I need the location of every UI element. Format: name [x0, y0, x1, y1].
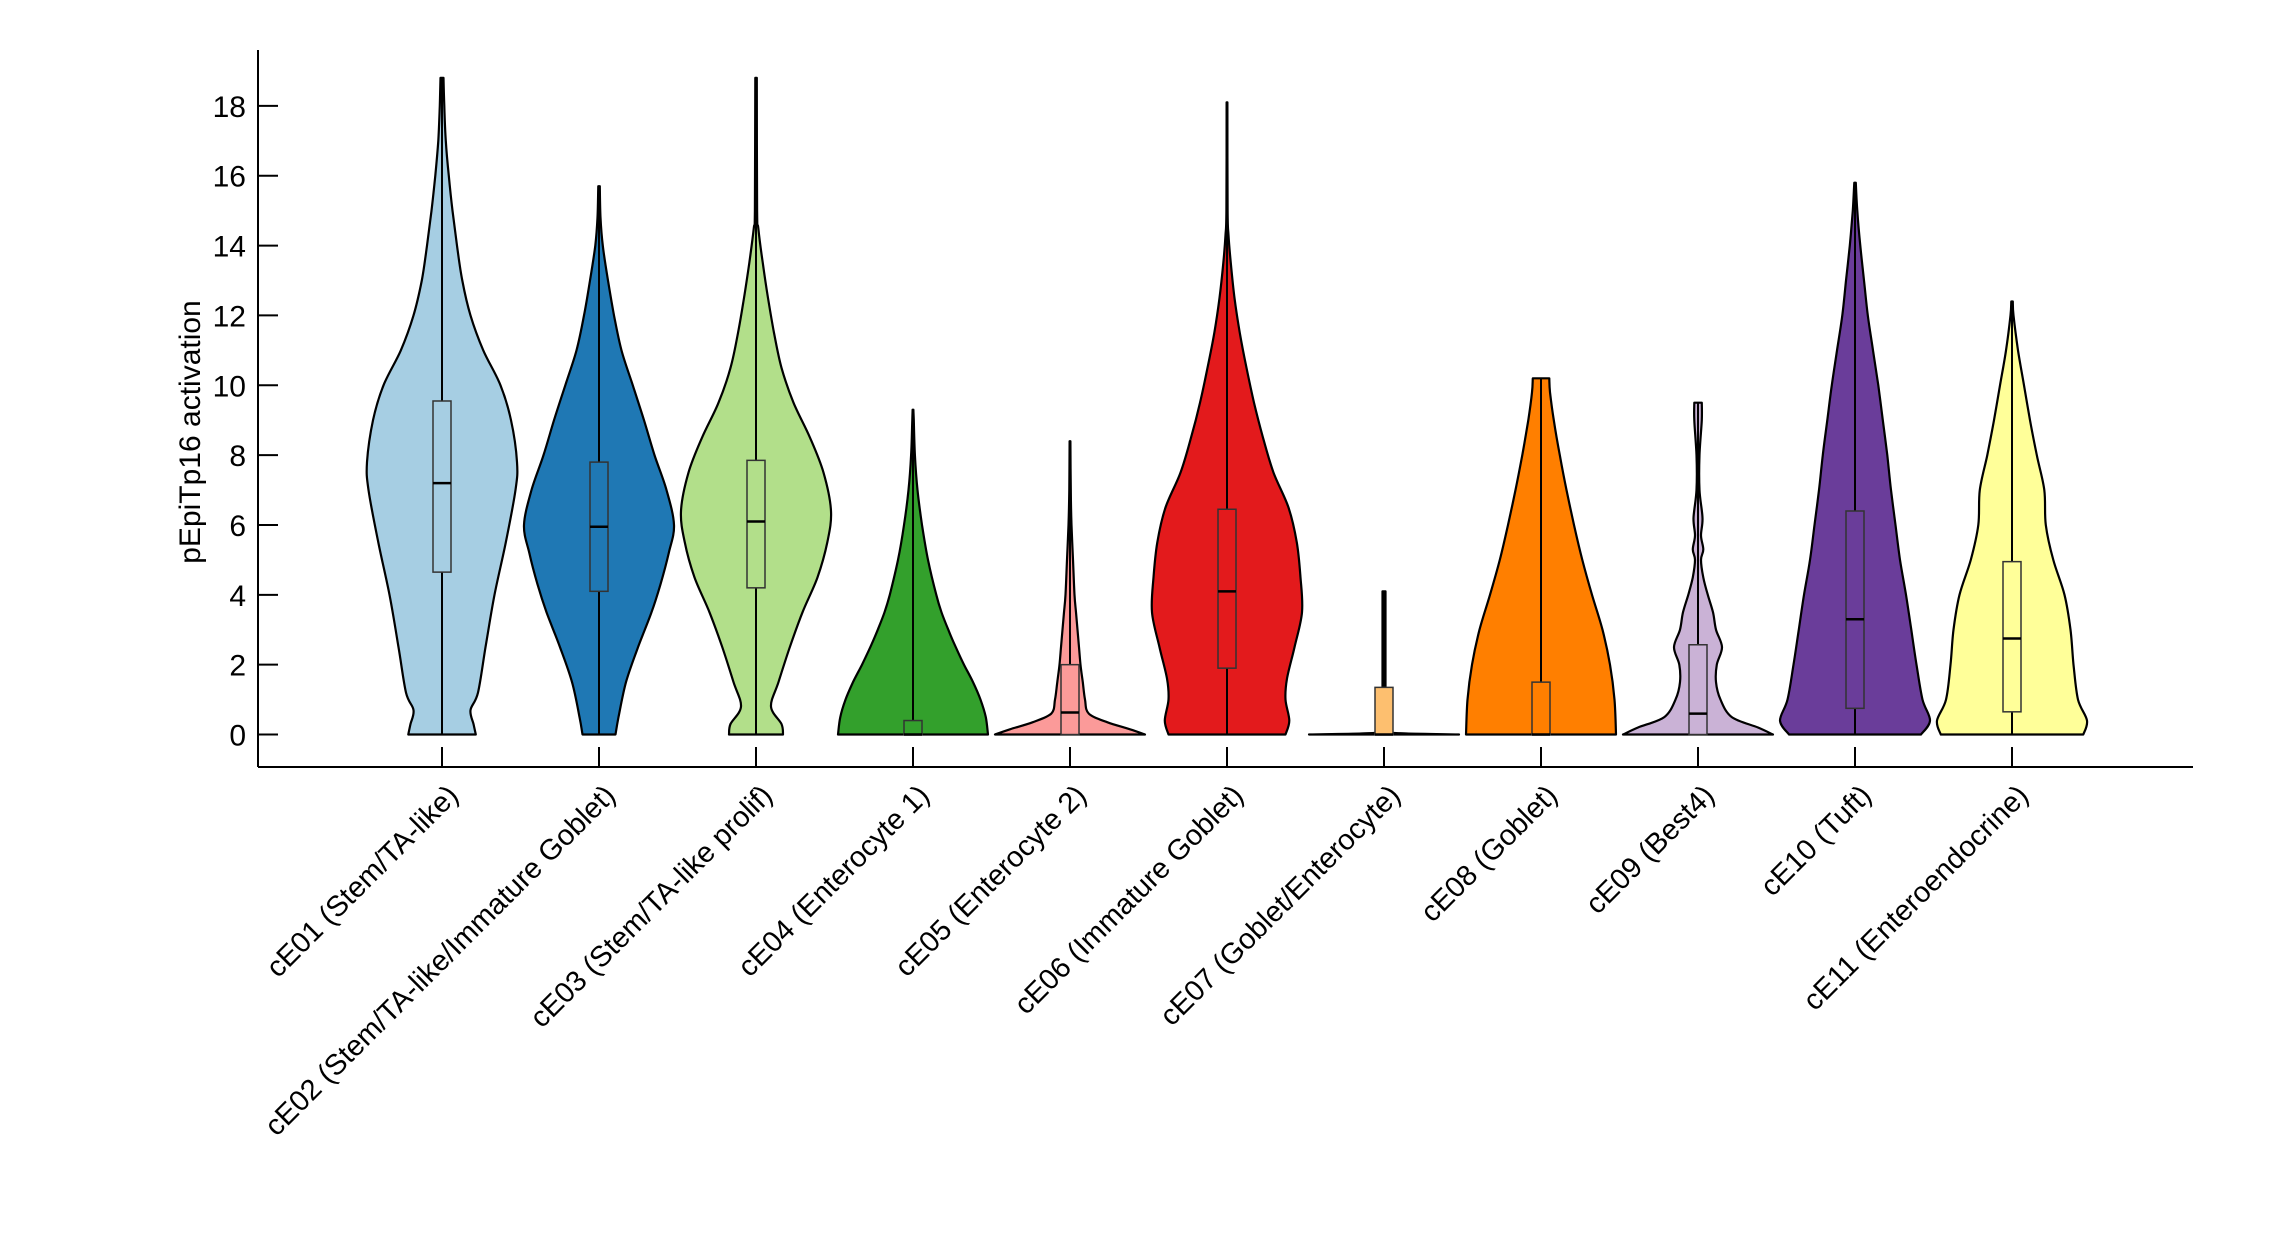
y-tick-label: 10 [213, 370, 246, 403]
violin-group [1621, 401, 1775, 736]
y-axis-title: pEpiTp16 activation [174, 300, 207, 564]
box-iqr [746, 459, 766, 589]
violin-group [1307, 590, 1461, 736]
box-iqr [2002, 560, 2022, 713]
violin-group [1150, 101, 1304, 736]
violin-group [679, 76, 833, 736]
box-iqr [1845, 510, 1865, 710]
y-tick-label: 4 [229, 580, 246, 613]
box-iqr [1688, 644, 1708, 736]
violin-group [1464, 377, 1618, 736]
box-iqr [1531, 681, 1551, 736]
y-tick-label: 18 [213, 91, 246, 124]
box-iqr [432, 400, 452, 573]
violin-group [993, 440, 1147, 736]
x-tick-label: cE02 (Stem/TA-like/Immature Goblet) [259, 779, 622, 1142]
y-tick-label: 14 [213, 231, 246, 264]
y-tick-label: 8 [229, 440, 246, 473]
box-iqr [1217, 508, 1237, 669]
y-tick-label: 0 [229, 720, 246, 753]
violin-group [1935, 300, 2089, 736]
box-iqr [1060, 663, 1080, 736]
box-iqr [903, 719, 923, 736]
violins-layer [365, 76, 2089, 736]
violin-group [365, 76, 519, 736]
y-tick-label: 12 [213, 300, 246, 333]
x-tick-label: cE08 (Goblet) [1415, 779, 1564, 928]
y-tick-label: 16 [213, 161, 246, 194]
y-tick-label: 2 [229, 650, 246, 683]
x-tick-label: cE09 (Best4) [1580, 779, 1721, 920]
x-tick-label: cE10 (Tuft) [1755, 779, 1878, 902]
violin-group [836, 408, 990, 736]
violin-group [1778, 181, 1932, 736]
y-ticks: 0 2 4 6 8 10 12 14 16 18 [213, 91, 278, 753]
violin-group [522, 185, 676, 736]
x-ticks: cE01 (Stem/TA-like)cE02 (Stem/TA-like/Im… [259, 747, 2035, 1142]
box-iqr [1374, 686, 1394, 736]
y-tick-label: 6 [229, 510, 246, 543]
